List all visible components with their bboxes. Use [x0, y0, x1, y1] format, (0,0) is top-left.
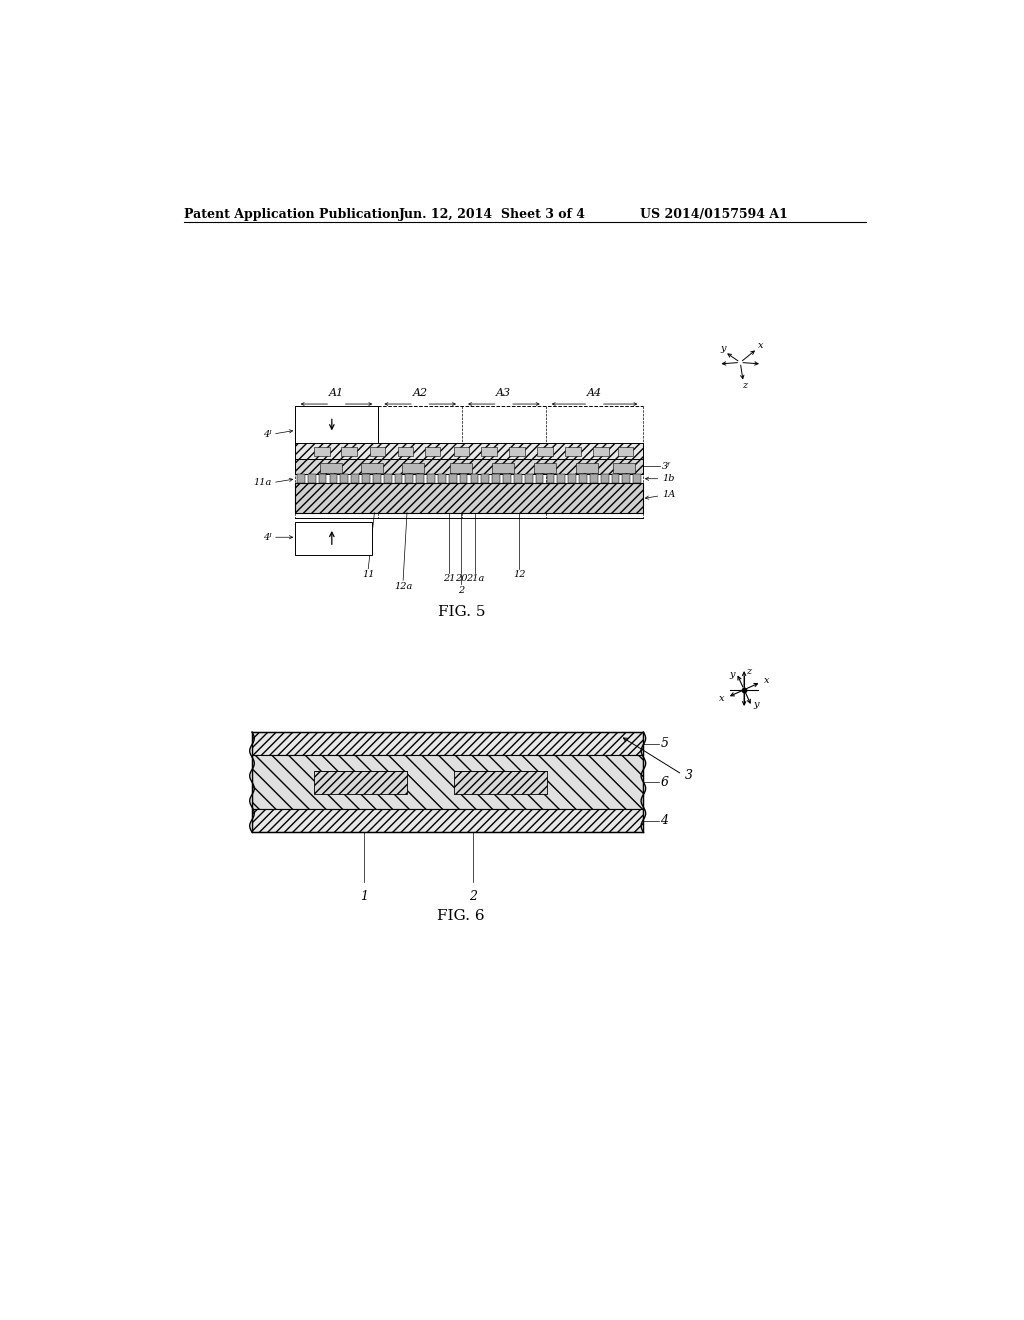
Text: x: x: [759, 341, 764, 350]
Text: 4ᴵ: 4ᴵ: [263, 533, 271, 541]
Bar: [633, 474, 641, 483]
Text: 5: 5: [660, 737, 669, 750]
Text: 2: 2: [469, 890, 477, 903]
Bar: [493, 474, 500, 483]
Bar: [438, 474, 445, 483]
Text: A4: A4: [587, 388, 602, 397]
Text: 1b: 1b: [662, 474, 675, 483]
Bar: [547, 474, 554, 483]
Bar: [340, 474, 348, 483]
Bar: [295, 405, 378, 444]
Bar: [314, 771, 407, 793]
Text: 12: 12: [513, 570, 525, 579]
Text: z: z: [745, 667, 751, 676]
Text: 4: 4: [660, 814, 669, 828]
Bar: [493, 462, 514, 473]
Text: 12a: 12a: [394, 582, 413, 591]
Bar: [397, 447, 414, 455]
Bar: [417, 474, 424, 483]
Bar: [252, 755, 643, 809]
Text: 4ᴵ: 4ᴵ: [263, 429, 271, 438]
Bar: [321, 462, 342, 473]
Text: 2: 2: [458, 586, 464, 595]
Bar: [295, 459, 643, 474]
Text: Jun. 12, 2014  Sheet 3 of 4: Jun. 12, 2014 Sheet 3 of 4: [399, 209, 587, 222]
Bar: [557, 474, 565, 483]
Text: 21: 21: [442, 574, 455, 583]
Bar: [617, 447, 633, 455]
Bar: [295, 444, 643, 459]
Bar: [611, 474, 620, 483]
Bar: [535, 462, 556, 473]
Bar: [503, 474, 511, 483]
Bar: [481, 447, 497, 455]
Bar: [601, 474, 608, 483]
Text: 11a: 11a: [253, 478, 271, 487]
Bar: [361, 462, 383, 473]
Bar: [318, 474, 327, 483]
Bar: [425, 447, 440, 455]
Bar: [373, 474, 381, 483]
Text: FIG. 6: FIG. 6: [437, 909, 485, 923]
Bar: [252, 733, 643, 755]
Bar: [454, 771, 547, 793]
Bar: [481, 474, 489, 483]
Bar: [613, 462, 635, 473]
Bar: [536, 474, 544, 483]
Bar: [308, 474, 315, 483]
Text: 1: 1: [360, 890, 369, 903]
Bar: [402, 462, 424, 473]
Text: 3: 3: [684, 770, 692, 783]
Bar: [449, 474, 457, 483]
Text: A3: A3: [497, 388, 511, 397]
Bar: [593, 447, 608, 455]
Bar: [623, 474, 630, 483]
Bar: [575, 462, 598, 473]
Text: Patent Application Publication: Patent Application Publication: [183, 209, 399, 222]
Bar: [524, 474, 532, 483]
Bar: [384, 474, 391, 483]
Bar: [579, 474, 587, 483]
Bar: [451, 462, 472, 473]
Text: 6: 6: [660, 776, 669, 788]
Text: 1A: 1A: [662, 491, 675, 499]
Text: FIG. 5: FIG. 5: [437, 605, 485, 619]
Text: y: y: [720, 345, 725, 354]
Bar: [330, 474, 337, 483]
Bar: [252, 809, 643, 832]
Bar: [341, 447, 356, 455]
Bar: [514, 474, 521, 483]
Bar: [568, 474, 575, 483]
Text: 20: 20: [455, 574, 468, 583]
Text: z: z: [742, 380, 748, 389]
Text: 21a: 21a: [466, 574, 484, 583]
Bar: [314, 447, 330, 455]
Bar: [394, 474, 402, 483]
Bar: [565, 447, 581, 455]
Bar: [590, 474, 598, 483]
Bar: [471, 474, 478, 483]
Bar: [295, 521, 372, 554]
Text: y: y: [729, 671, 735, 680]
Bar: [297, 474, 305, 483]
Text: A2: A2: [413, 388, 428, 397]
Bar: [454, 447, 469, 455]
Bar: [370, 447, 385, 455]
Text: 11: 11: [362, 570, 375, 579]
Text: x: x: [764, 676, 769, 685]
Bar: [538, 447, 553, 455]
Bar: [460, 474, 467, 483]
Text: 3ᶠ: 3ᶠ: [662, 462, 671, 471]
Bar: [406, 474, 414, 483]
Bar: [509, 447, 524, 455]
Bar: [427, 474, 435, 483]
Text: A1: A1: [329, 388, 344, 397]
Bar: [295, 483, 643, 512]
Text: y: y: [754, 700, 759, 709]
Bar: [362, 474, 370, 483]
Text: x: x: [719, 694, 725, 704]
Text: US 2014/0157594 A1: US 2014/0157594 A1: [640, 209, 787, 222]
Bar: [351, 474, 359, 483]
